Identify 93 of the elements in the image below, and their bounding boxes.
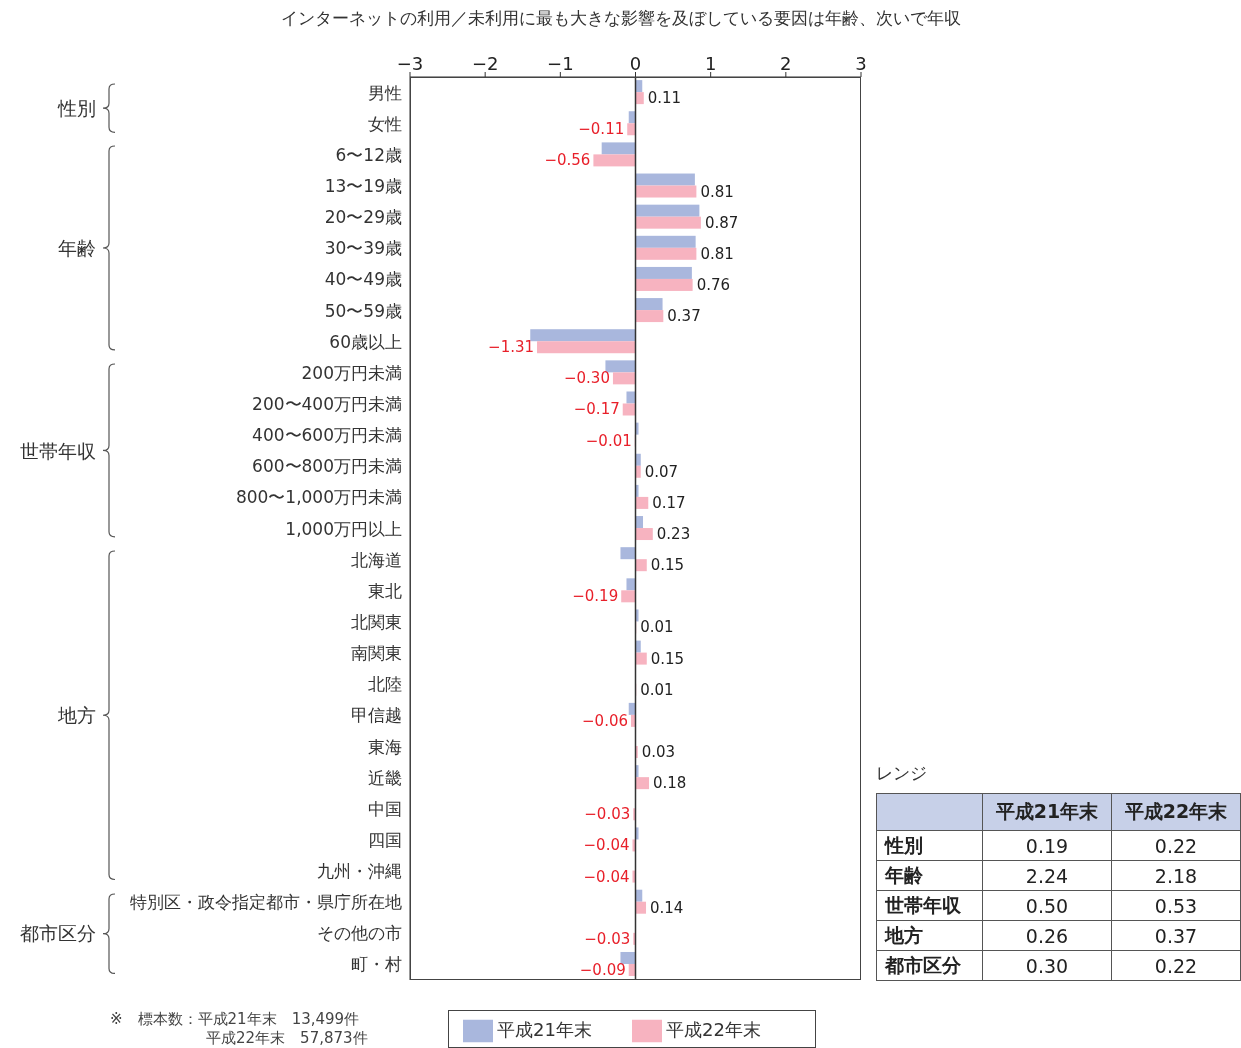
- y-tick-label: 東海: [368, 736, 402, 757]
- x-tick-label: 2: [780, 53, 792, 74]
- category-label: 世帯年収: [876, 890, 983, 921]
- data-label: 0.81: [700, 244, 734, 263]
- data-label: 0.30: [982, 950, 1112, 981]
- y-tick-label: 800〜1,000万円未満: [235, 487, 402, 508]
- data-label: 0.18: [653, 774, 687, 793]
- text: 平成21年末: [982, 793, 1112, 831]
- data-label: 0.37: [1111, 920, 1241, 951]
- y-tick-label: 6〜12歳: [335, 144, 402, 165]
- y-tick-label: 1,000万円以上: [285, 518, 402, 539]
- data-label: 0.19: [982, 830, 1112, 861]
- chart-title: インターネットの利用／未利用に最も大きな影響を及ぼしている要因は年齢、次いで年収: [279, 7, 962, 30]
- y-tick-label: 町・村: [351, 954, 402, 975]
- data-label: 2.24: [982, 860, 1112, 891]
- y-tick-label: 北関東: [351, 611, 402, 632]
- data-label: −0.11: [578, 120, 625, 139]
- data-label: −0.19: [572, 587, 619, 606]
- y-tick-label: 40〜49歳: [324, 269, 402, 290]
- data-label: −0.56: [544, 151, 591, 170]
- data-label: 0.11: [647, 89, 682, 108]
- data-label: 0.23: [656, 525, 691, 544]
- text: 世帯年収: [20, 438, 96, 464]
- data-label: 0.26: [982, 920, 1112, 951]
- data-label: 0.22: [1111, 830, 1241, 861]
- y-tick-label: 女性: [368, 113, 402, 134]
- data-label: 0.53: [1111, 890, 1241, 921]
- y-tick-label: 13〜19歳: [324, 176, 402, 197]
- data-label: 0.81: [700, 182, 734, 201]
- x-tick-label: 3: [855, 53, 867, 74]
- data-label: 0.14: [650, 898, 684, 917]
- legend-label: 平成22年末: [666, 1019, 761, 1040]
- data-label: −0.30: [563, 369, 610, 388]
- data-label: 0.07: [644, 462, 679, 481]
- y-tick-label: 近畿: [368, 767, 402, 788]
- text: ※ 標本数：平成21年末 13,499件: [110, 1010, 360, 1029]
- data-label: −0.03: [584, 929, 631, 948]
- y-tick-label: 特別区・政令指定都市・県庁所在地: [130, 892, 402, 913]
- data-label: −0.03: [584, 805, 631, 824]
- data-label: −0.04: [583, 836, 630, 855]
- data-label: −0.06: [582, 711, 628, 730]
- data-label: −0.17: [573, 400, 620, 419]
- data-label: 0.01: [640, 618, 674, 637]
- data-label: 0.03: [641, 743, 676, 762]
- x-tick-label: −1: [547, 53, 574, 74]
- y-tick-label: 200〜400万円未満: [252, 393, 402, 414]
- y-tick-label: 50〜59歳: [324, 300, 402, 321]
- y-tick-label: 400〜600万円未満: [252, 425, 402, 446]
- y-tick-label: 男性: [368, 82, 402, 103]
- data-label: 0.01: [640, 680, 674, 699]
- y-tick-label: 30〜39歳: [324, 238, 402, 259]
- y-tick-label: 南関東: [351, 643, 402, 664]
- data-label: 2.18: [1111, 860, 1241, 891]
- text: 性別: [58, 96, 96, 122]
- data-label: −1.31: [488, 338, 535, 357]
- legend-label: 平成21年末: [497, 1019, 592, 1040]
- x-tick-label: −3: [396, 53, 424, 74]
- category-label: 都市区分: [876, 950, 983, 981]
- y-tick-label: 甲信越: [351, 705, 402, 726]
- category-label: 年齢: [876, 860, 983, 891]
- y-tick-label: 北陸: [368, 674, 402, 695]
- category-label: 性別: [876, 830, 983, 861]
- data-label: 0.17: [652, 493, 686, 512]
- text: 年齢: [58, 236, 96, 262]
- y-tick-label: その他の市: [317, 923, 402, 944]
- data-label: −0.09: [579, 960, 626, 979]
- data-label: −0.01: [585, 431, 632, 450]
- y-tick-label: 中国: [368, 798, 402, 819]
- x-tick-label: 0: [629, 53, 642, 74]
- x-tick-label: −2: [471, 53, 499, 74]
- y-tick-label: 200万円未満: [301, 362, 402, 383]
- y-tick-label: 東北: [368, 580, 402, 601]
- text: レンジ: [876, 762, 928, 785]
- x-tick-label: 1: [704, 53, 717, 74]
- data-label: 0.87: [704, 213, 739, 232]
- data-label: 0.15: [650, 556, 685, 575]
- y-tick-label: 20〜29歳: [324, 207, 402, 228]
- data-label: 0.15: [650, 649, 685, 668]
- y-tick-label: 九州・沖縄: [317, 861, 402, 882]
- data-label: 0.37: [667, 307, 701, 326]
- y-tick-label: 600〜800万円未満: [252, 456, 402, 477]
- category-label: 地方: [876, 920, 983, 951]
- y-tick-label: 60歳以上: [329, 331, 402, 352]
- data-label: 0.76: [696, 275, 731, 294]
- y-tick-label: 四国: [368, 829, 402, 850]
- text: 地方: [58, 703, 96, 729]
- y-tick-label: 北海道: [351, 549, 402, 570]
- data-label: 0.22: [1111, 950, 1241, 981]
- text: 都市区分: [20, 921, 96, 947]
- data-label: 0.50: [982, 890, 1112, 921]
- text: 平成22年末: [1111, 793, 1241, 831]
- data-label: −0.04: [583, 867, 630, 886]
- text: 平成22年末 57,873件: [206, 1029, 368, 1048]
